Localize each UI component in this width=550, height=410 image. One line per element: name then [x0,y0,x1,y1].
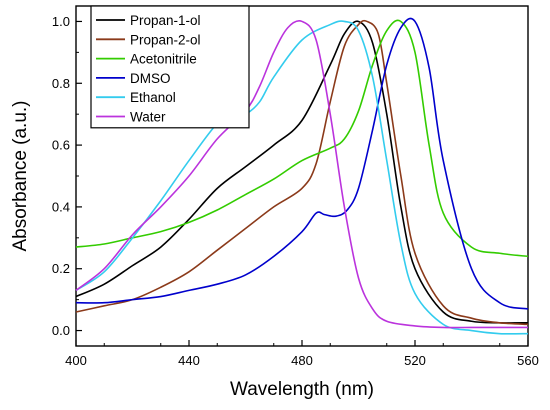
legend-label: Acetonitrile [130,52,197,67]
series-line-dmso [75,17,529,310]
legend-label: Water [130,110,166,125]
series-line-water [75,20,528,329]
legend-label: Ethanol [130,90,176,105]
legend-box [90,5,250,129]
legend-label: Propan-1-ol [130,13,201,28]
y-axis-title: Absorbance (a.u.) [10,100,31,251]
legend-label: DMSO [130,71,171,86]
y-tick-label: 0.6 [52,138,70,153]
x-tick-label: 440 [178,353,200,368]
series-line-ethanol [75,20,529,335]
y-tick-label: 0.0 [52,323,70,338]
series-layer [75,17,529,335]
series-line-propan-2-ol [75,19,529,326]
x-tick-label: 400 [65,353,87,368]
legend: Propan-1-ol Propan-2-ol Acetonitrile DMSO Et… [90,5,250,129]
x-tick-label: 480 [291,353,313,368]
series-line-acetonitrile [75,19,529,258]
y-tick-label: 0.2 [52,261,70,276]
axes-layer: 400 440 480 520 560 0.0 0.2 0.4 0.6 0.8 1.0 [52,14,539,368]
series-line-propan-1-ol [75,20,529,324]
y-tick-label: 0.8 [52,76,70,91]
x-axis-title: Wavelength (nm) [230,379,374,400]
x-tick-label: 560 [517,353,539,368]
x-tick-label: 520 [404,353,426,368]
legend-label: Propan-2-ol [130,32,201,47]
y-tick-label: 0.4 [52,199,70,214]
y-tick-label: 1.0 [52,14,70,29]
